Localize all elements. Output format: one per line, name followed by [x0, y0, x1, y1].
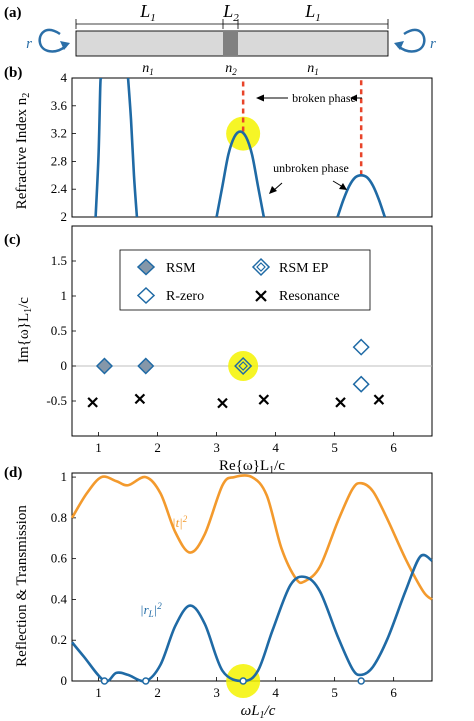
legend-box: [119, 249, 371, 311]
r-squared-label: |rL|2: [140, 601, 162, 619]
panel-b-ytick-label: 2.4: [51, 181, 68, 196]
reflection-zero-marker: [142, 677, 150, 685]
panel-d-xtick-label: 3: [213, 685, 220, 700]
r-left-label: r: [26, 36, 32, 52]
panel-c-ytick-label: 1: [61, 288, 68, 303]
panel-c: (c) Im{ω}L1/c -0.5 0 0.5 1 1.5 1 2 3 4 5 6 Re{ω}L1/…: [4, 225, 433, 476]
panel-b-ytick-label: 4: [61, 70, 68, 85]
panel-b: (b) Refractive Index n2 2 2.4 2.8 3.2 3.6 4 b…: [4, 65, 433, 224]
segment-label-L1-right: L1: [304, 1, 321, 24]
panel-c-xtick-label: 3: [213, 440, 220, 455]
t-squared-label: |t|2: [172, 514, 188, 530]
n2-threshold-curve: [336, 173, 387, 217]
point-rsm: [137, 357, 155, 375]
reflection-zero-marker: [239, 677, 247, 685]
point-rsm: [95, 357, 114, 375]
panel-c-ytick-label: 1.5: [51, 253, 67, 268]
point-resonance: [134, 393, 146, 405]
transmission-curve: [70, 474, 433, 601]
panel-d-xtick-label: 2: [154, 685, 161, 700]
panel-d-xlabel: ωL1/c: [241, 703, 276, 721]
panel-c-legend: RSM RSM EP R-zero Resonance: [119, 249, 371, 311]
point-resonance: [87, 397, 98, 408]
panel-c-ylabel: Im{ω}L1/c: [16, 297, 34, 363]
legend-marker-resonance: [255, 290, 267, 302]
point-resonance: [217, 397, 228, 409]
legend-label-resonance: Resonance: [279, 289, 340, 304]
panel-b-label: (b): [4, 65, 22, 81]
panel-d-label: (d): [4, 465, 22, 481]
panel-d: (d) Reflection & Transmission 0 0.2 0.4 0.6…: [4, 465, 433, 721]
index-label-n2: n2: [225, 61, 237, 77]
reflection-arrow-left: [38, 28, 67, 53]
point-resonance: [258, 394, 270, 405]
reflection-zero-marker: [357, 677, 365, 685]
panel-d-xtick-label: 1: [95, 685, 102, 700]
panel-d-plot-area: [71, 472, 433, 682]
panel-d-ytick-label: 0.2: [51, 632, 67, 647]
legend-label-rsm-ep: RSM EP: [279, 261, 329, 276]
panel-c-ytick-label: 0: [61, 358, 68, 373]
panel-b-plot-area: [71, 77, 433, 218]
panel-d-xtick-label: 4: [272, 685, 279, 700]
broken-phase-label: broken phase: [292, 91, 356, 105]
legend-label-rsm: RSM: [166, 261, 196, 276]
panel-c-highlight: [228, 351, 259, 381]
panel-b-ytick-label: 2.8: [51, 153, 67, 168]
panel-c-xlabel: Re{ω}L1/c: [219, 458, 285, 476]
panel-d-ytick-label: 0.4: [51, 591, 68, 606]
panel-a-label: (a): [4, 5, 22, 21]
panel-c-label: (c): [4, 232, 21, 248]
panel-d-xtick-label: 5: [331, 685, 338, 700]
n2-threshold-curve: [94, 78, 103, 217]
point-r-zero: [352, 375, 370, 393]
reflection-arrow-right: [397, 28, 426, 53]
legend-marker-rsm: [136, 258, 156, 276]
panel-c-ytick-label: 0.5: [51, 323, 67, 338]
panel-c-xtick-label: 2: [154, 440, 161, 455]
panel-d-ylabel: Reflection & Transmission: [14, 505, 30, 667]
panel-d-ytick-label: 0.6: [51, 551, 68, 566]
index-label-n1-left: n1: [142, 61, 154, 77]
reflection-zero-marker: [100, 677, 109, 685]
panel-b-ylabel: Refractive Index n2: [14, 93, 32, 210]
point-resonance: [335, 397, 346, 408]
reflection-arrowhead-left: [60, 41, 70, 50]
n2-threshold-curve: [126, 78, 139, 217]
unbroken-phase-label: unbroken phase: [273, 161, 349, 175]
panel-b-yaxis: 2 2.4 2.8 3.2 3.6 4: [51, 70, 76, 224]
panel-b-ytick-label: 2: [61, 209, 68, 224]
index-label-n1-right: n1: [307, 61, 319, 77]
panel-d-ytick-label: 0: [61, 673, 68, 688]
panel-a: (a) L1 L2 L1 n1 n2 n1 r r: [4, 1, 436, 77]
reflection-curve: [70, 553, 433, 683]
n2-threshold-curve: [215, 130, 266, 217]
panel-c-ytick-label: -0.5: [46, 393, 67, 408]
panel-d-ytick-label: 0.8: [51, 510, 67, 525]
point-r-zero: [352, 338, 370, 356]
panel-c-xtick-label: 4: [272, 440, 279, 455]
panel-d-ytick-label: 1: [61, 469, 68, 484]
panel-c-xtick-label: 6: [390, 440, 397, 455]
panel-b-ytick-label: 3.6: [51, 98, 68, 113]
legend-label-r-zero: R-zero: [166, 289, 204, 304]
legend-marker-r-zero: [136, 286, 156, 305]
reflection-arrowhead-right: [394, 41, 404, 50]
panel-b-ytick-label: 3.2: [51, 126, 67, 141]
segment-label-L1-left: L1: [139, 1, 156, 24]
legend-marker-rsm-ep: [251, 257, 271, 277]
panel-d-xtick-label: 6: [390, 685, 397, 700]
r-right-label: r: [430, 36, 436, 52]
segment-label-L2: L2: [222, 1, 239, 24]
point-resonance: [373, 394, 385, 405]
panel-c-xtick-label: 5: [331, 440, 338, 455]
panel-c-xtick-label: 1: [95, 440, 102, 455]
core-layer: [223, 31, 238, 56]
point-rsm-ep: [234, 356, 253, 376]
